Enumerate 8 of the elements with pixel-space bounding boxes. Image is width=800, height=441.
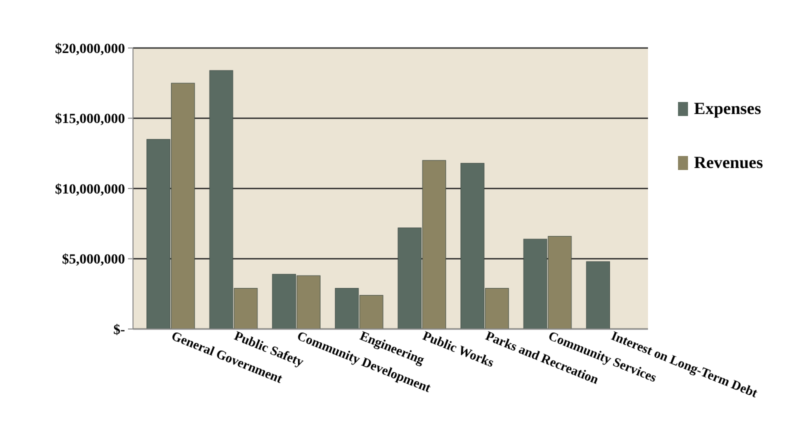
y-tick-label: $10,000,000 [55,182,125,198]
legend-label: Revenues [694,152,764,172]
bar [586,261,610,330]
y-tick-label: $20,000,000 [55,42,125,57]
y-tick-label: $15,000,000 [55,112,125,128]
y-tick-label: $- [113,322,126,338]
y-tick-label: $5,000,000 [62,252,125,268]
legend-label: Expenses [694,98,762,118]
